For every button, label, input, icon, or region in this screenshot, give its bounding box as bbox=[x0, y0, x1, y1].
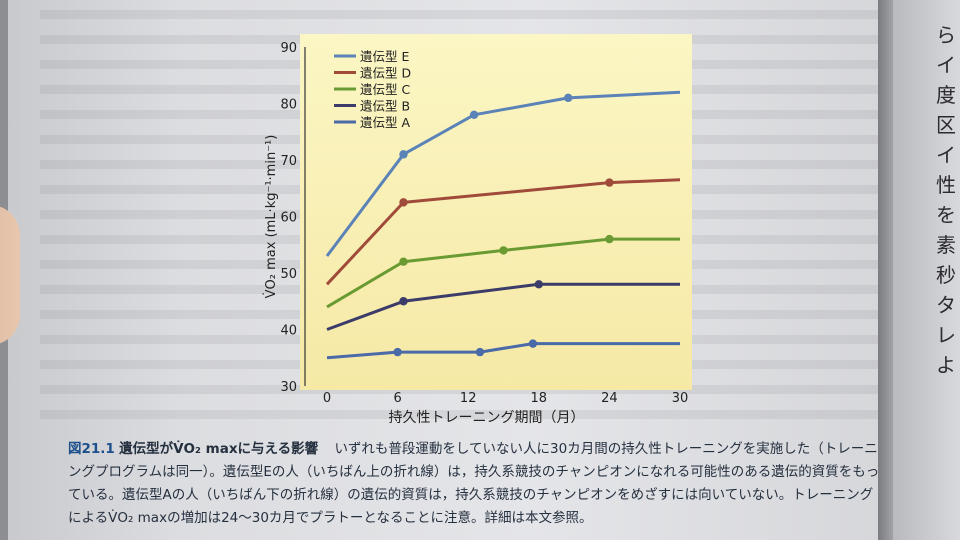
right-page-line: 性 bbox=[936, 173, 956, 197]
data-point bbox=[469, 110, 479, 120]
right-page-line: レ bbox=[936, 323, 956, 347]
right-page-line: よ bbox=[936, 353, 956, 377]
x-tick-label: 18 bbox=[531, 391, 548, 406]
right-page-line: を bbox=[936, 203, 956, 227]
series-line bbox=[326, 342, 680, 360]
legend-label: 遺伝型 C bbox=[360, 82, 410, 97]
right-page bbox=[893, 0, 960, 540]
x-tick-label: 12 bbox=[460, 391, 477, 406]
legend-label: 遺伝型 D bbox=[360, 66, 411, 81]
right-page-line: ら bbox=[936, 23, 956, 47]
right-page-line: 秒 bbox=[936, 263, 956, 287]
data-point bbox=[475, 347, 485, 357]
x-tick-label: 30 bbox=[672, 391, 689, 406]
series-line bbox=[326, 282, 680, 331]
legend-label: 遺伝型 B bbox=[360, 99, 410, 114]
data-point bbox=[399, 257, 408, 266]
y-tick-label: 60 bbox=[280, 211, 297, 226]
data-point bbox=[399, 198, 408, 207]
y-tick-label: 40 bbox=[280, 324, 297, 339]
right-page-line: 素 bbox=[936, 233, 956, 257]
finger bbox=[0, 205, 20, 345]
y-axis-title: V̇O₂ max (mL·kg⁻¹·min⁻¹) bbox=[264, 135, 279, 299]
x-tick-label: 0 bbox=[323, 391, 331, 406]
data-point bbox=[564, 93, 573, 103]
y-tick-label: 80 bbox=[280, 98, 297, 113]
data-point bbox=[534, 280, 543, 289]
x-tick-label: 24 bbox=[601, 391, 618, 406]
figure-body: いずれも普段運動をしていない人に30カ月間の持久性トレーニングを実施した（トレー… bbox=[68, 441, 880, 526]
data-point bbox=[393, 347, 402, 357]
book-gutter bbox=[878, 0, 894, 540]
figure-caption: 図21.1 遺伝型がV̇O₂ maxに与える影響 いずれも普段運動をしていない人… bbox=[68, 438, 880, 530]
chart-plot-background bbox=[300, 34, 692, 390]
data-point bbox=[528, 339, 538, 348]
data-point bbox=[605, 178, 614, 187]
x-axis-title: 持久性トレーニング期間（月） bbox=[389, 410, 585, 426]
right-page-line: イ bbox=[936, 143, 956, 167]
series-line bbox=[325, 178, 681, 286]
figure-label: 図21.1 bbox=[68, 441, 115, 457]
data-point bbox=[499, 246, 508, 255]
right-page-line: 区 bbox=[936, 113, 956, 137]
y-tick-label: 30 bbox=[280, 380, 297, 395]
legend-label: 遺伝型 A bbox=[360, 115, 410, 130]
data-point bbox=[399, 150, 408, 159]
x-tick-label: 6 bbox=[393, 391, 401, 406]
data-point bbox=[399, 297, 408, 306]
y-tick-label: 90 bbox=[280, 41, 297, 56]
right-page-line: タ bbox=[936, 293, 956, 317]
data-point bbox=[605, 234, 614, 244]
legend-label: 遺伝型 E bbox=[360, 49, 409, 64]
right-page-text: ら イ 度 区 イ 性 を 素 秒 タ レ よ bbox=[936, 20, 960, 380]
right-page-line: イ bbox=[936, 53, 956, 77]
right-page-line: 度 bbox=[936, 83, 956, 107]
figure-title: 遺伝型がV̇O₂ maxに与える影響 bbox=[119, 441, 319, 457]
y-tick-label: 50 bbox=[280, 267, 297, 282]
y-tick-label: 70 bbox=[280, 154, 297, 169]
